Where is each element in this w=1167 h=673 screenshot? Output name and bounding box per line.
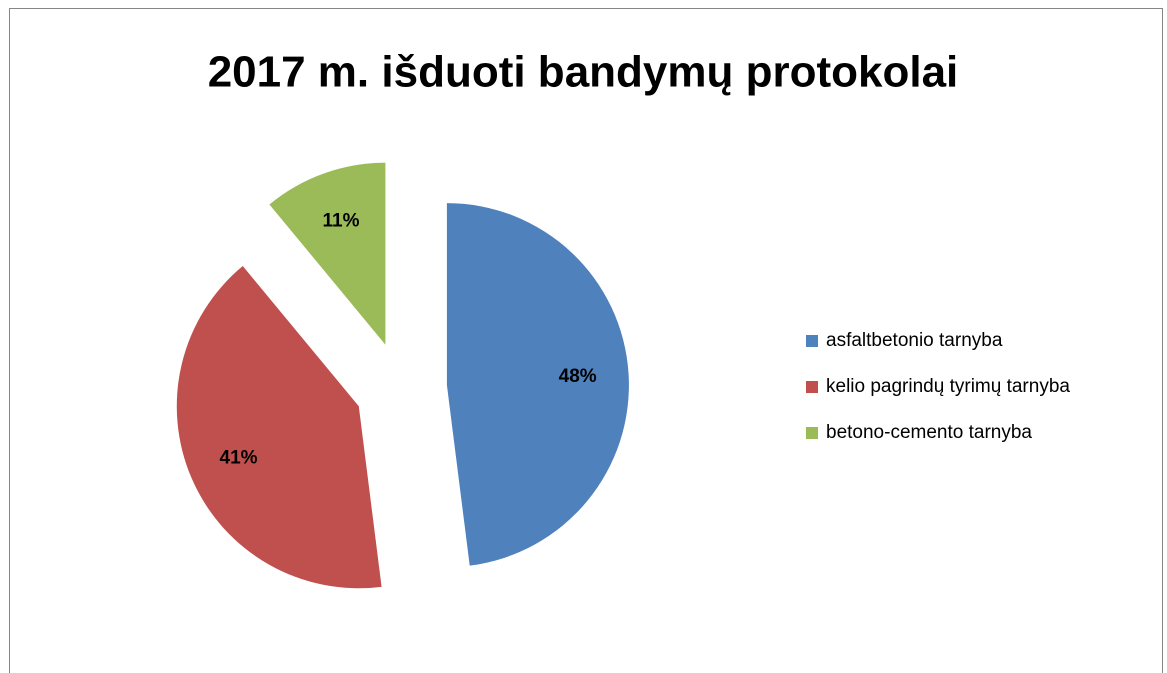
legend-label: kelio pagrindų tyrimų tarnyba (826, 376, 1070, 397)
data-label: 11% (323, 210, 360, 231)
pie-slice (269, 162, 386, 345)
legend-swatch (806, 381, 818, 393)
pie-slice (176, 266, 382, 589)
data-label: 48% (559, 366, 597, 387)
chart-title: 2017 m. išduoti bandymų protokolai (208, 48, 959, 97)
legend-swatch (806, 427, 818, 439)
legend-swatch (806, 335, 818, 347)
legend-label: asfaltbetonio tarnyba (826, 330, 1003, 351)
pie-slice (446, 203, 629, 566)
legend-label: betono-cemento tarnyba (826, 422, 1032, 443)
data-label: 41% (220, 447, 258, 468)
